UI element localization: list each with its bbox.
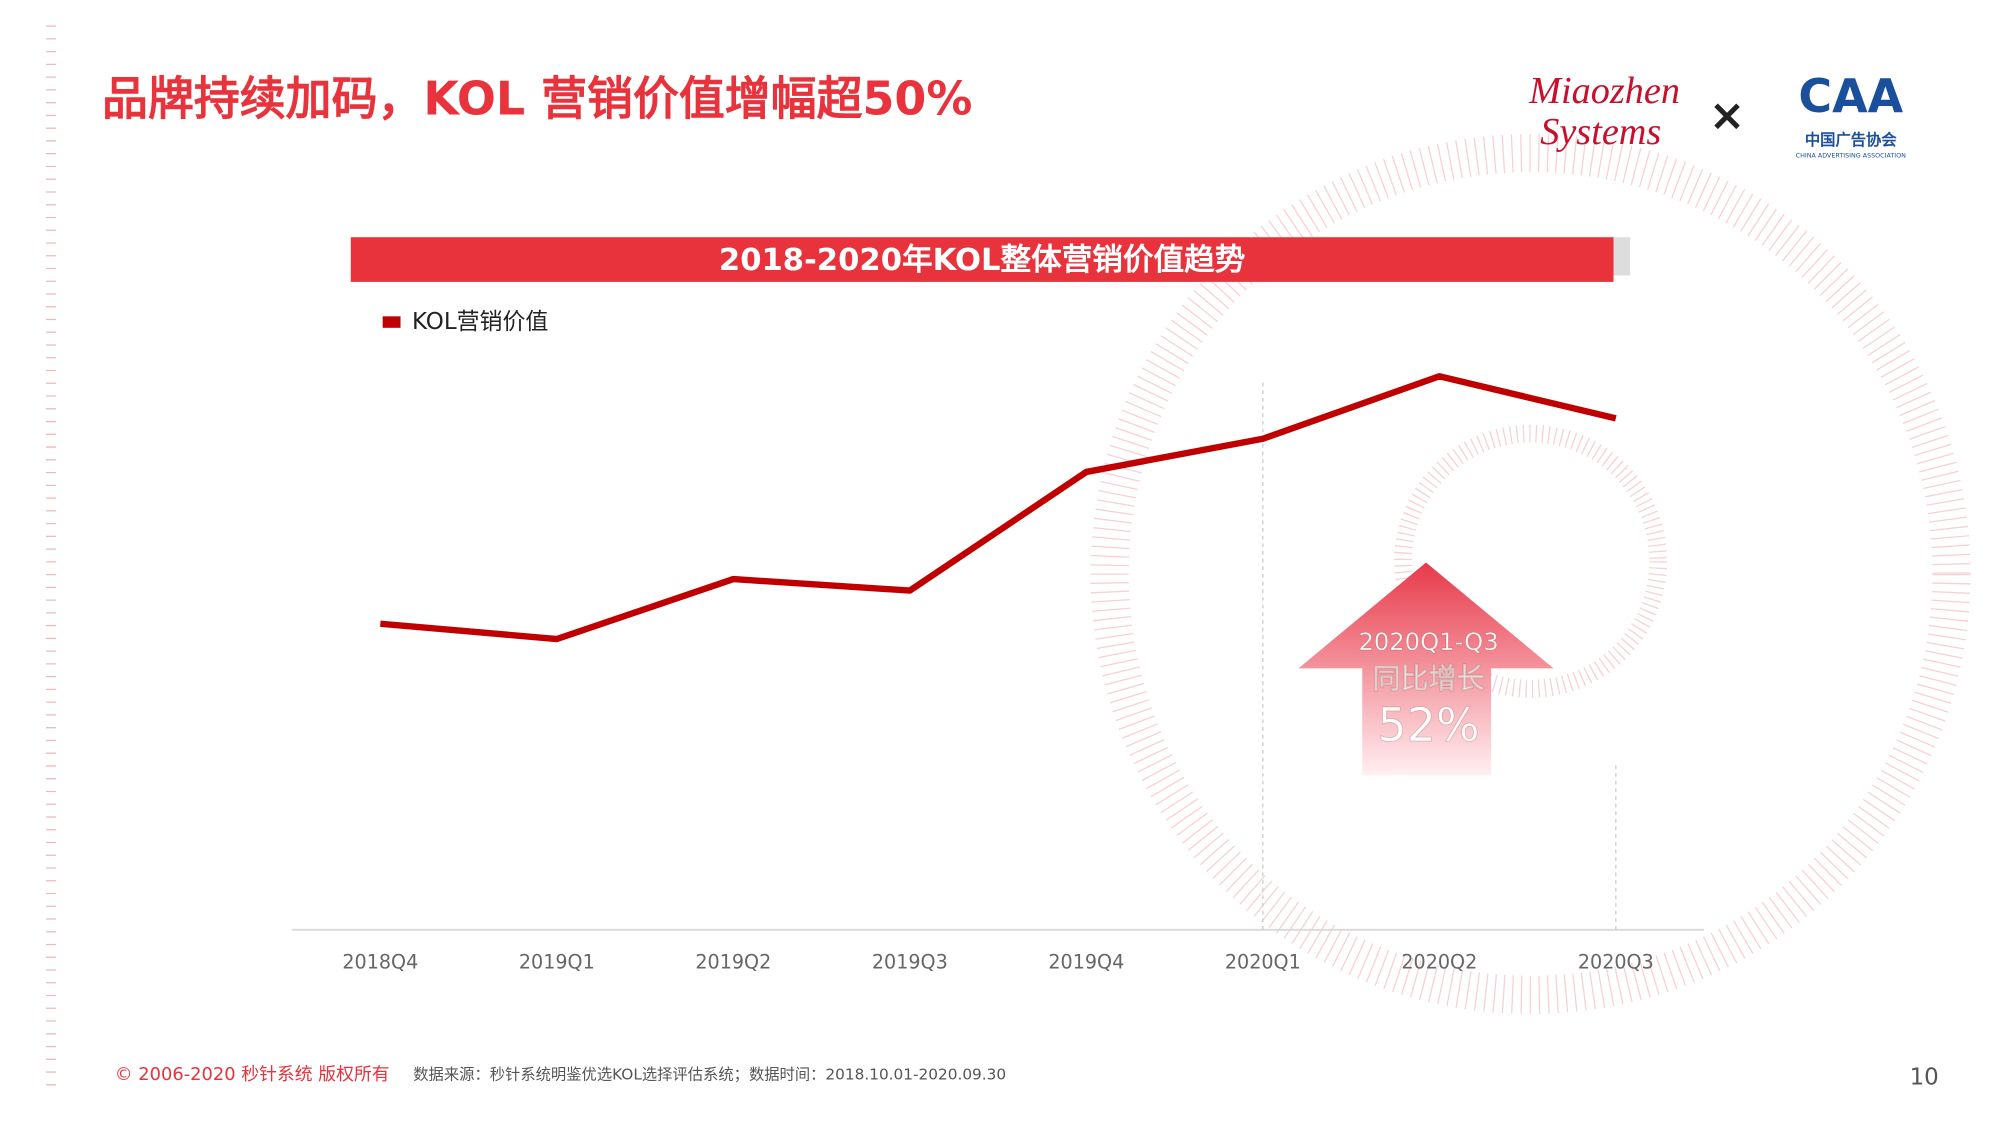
chart-banner: [350, 237, 1614, 282]
arrow: [1298, 562, 1554, 776]
page-title: 品牌持续加码，KOL 营销价值增幅超50%: [102, 72, 972, 126]
plot: 2018Q4 2019Q1 2019Q2 2019Q3 2019Q4 2020Q1 2020…: [292, 309, 1705, 974]
copyright: © 2006-2020 秒针系统 版权所有: [115, 1064, 390, 1085]
x-tick-label: 2020Q3: [1578, 951, 1654, 974]
series-line: [380, 373, 1617, 643]
x-tick-label: 2019Q2: [695, 951, 771, 974]
annotation: 2020Q1-Q3: [1358, 628, 1498, 656]
source: 数据来源：秒针系统明鉴优选KOL选择评估系统；数据时间：2018.10.01-2…: [413, 1066, 1006, 1084]
x-tick-label: 2019Q4: [1048, 951, 1124, 974]
x-tick-label: 2019Q1: [519, 951, 595, 974]
x-tick-label: 2019Q3: [872, 951, 948, 974]
logo-text: CHINA ADVERTISING ASSOCIATION: [1796, 152, 1906, 160]
x-tick-label: 2020Q2: [1401, 951, 1477, 974]
annotation: 52%: [1378, 698, 1480, 752]
logo-text: Miaozhen: [1528, 70, 1680, 112]
ring-decor: [1394, 424, 1668, 698]
legend-label: KOL营销价值: [412, 309, 548, 335]
logo-text: CAA: [1798, 69, 1903, 123]
logo-text: Systems: [1540, 111, 1661, 153]
x-tick-label: 2020Q1: [1225, 951, 1301, 974]
legend-swatch: [382, 316, 401, 328]
chart-title: 2018-2020年KOL整体营销价值趋势: [719, 243, 1245, 278]
x-tick-label: 2018Q4: [342, 951, 418, 974]
ring-decor: [1090, 133, 1971, 1015]
page-number: 10: [1910, 1064, 1939, 1090]
annotation: 同比增长: [1372, 662, 1485, 695]
logo-separator: ×: [1709, 91, 1745, 141]
logo-text: 中国广告协会: [1805, 131, 1897, 149]
